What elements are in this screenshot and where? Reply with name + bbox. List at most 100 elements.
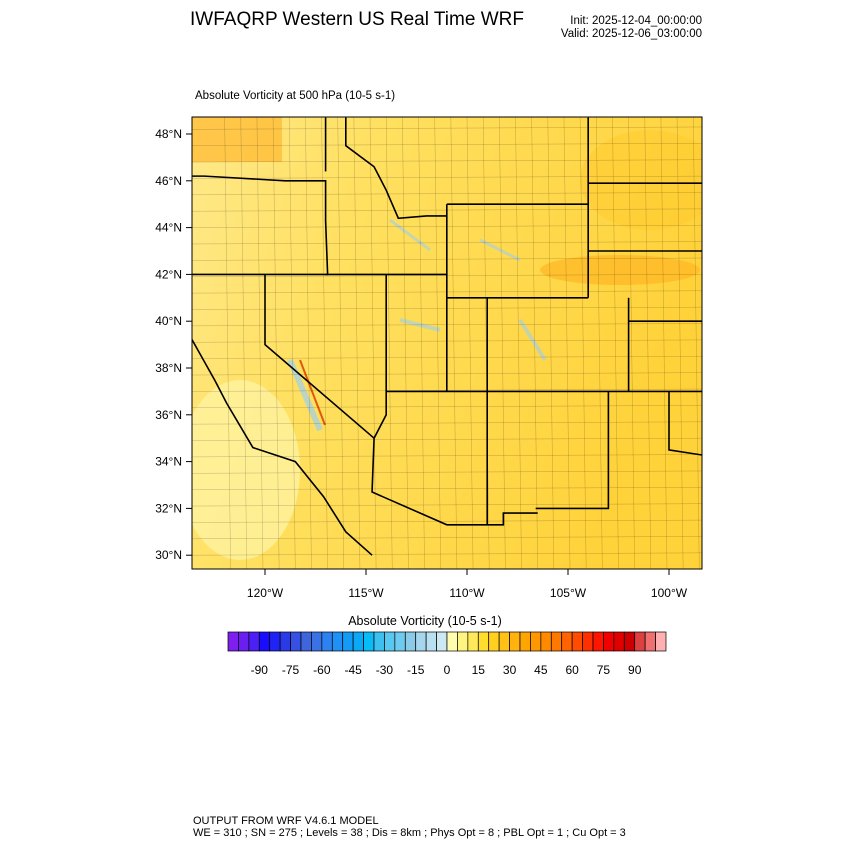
county-line xyxy=(579,117,587,569)
colorbar-label: 75 xyxy=(597,663,611,677)
colorbar-box xyxy=(248,631,260,652)
colorbar-title: Absolute Vorticity (10-5 s-1) xyxy=(348,614,502,628)
county-line xyxy=(386,117,393,569)
county-line xyxy=(272,117,280,569)
colorbar-box xyxy=(342,631,354,652)
colorbar-box xyxy=(415,631,427,652)
county-line xyxy=(192,438,702,441)
county-line xyxy=(192,536,702,539)
model-info-line2: WE = 310 ; SN = 275 ; Levels = 38 ; Dis … xyxy=(193,827,626,839)
county-line xyxy=(192,503,702,507)
state-border xyxy=(371,274,538,526)
county-line xyxy=(353,117,361,569)
colorbar-box xyxy=(519,631,531,652)
map-frame xyxy=(191,116,703,570)
colorbar-box xyxy=(300,631,312,652)
county-line xyxy=(450,117,458,569)
lat-label: 30°N xyxy=(155,548,182,562)
county-line xyxy=(192,175,702,179)
vorticity-field xyxy=(192,117,715,569)
colorbar-box xyxy=(571,631,583,652)
colorbar-label: 90 xyxy=(628,663,642,677)
county-line xyxy=(337,117,344,569)
lat-label: 42°N xyxy=(155,267,182,281)
county-line xyxy=(192,339,702,343)
lon-label: 110°W xyxy=(449,586,485,600)
county-line xyxy=(192,290,702,294)
county-line xyxy=(192,552,702,556)
county-line xyxy=(192,274,702,277)
colorbar-box xyxy=(363,631,375,652)
colorbar-box xyxy=(644,631,656,652)
county-line xyxy=(612,117,619,569)
valid-time: Valid: 2025-12-06_03:00:00 xyxy=(560,28,702,40)
colorbar-box xyxy=(550,631,563,652)
county-line xyxy=(289,117,296,569)
colorbar-label: 60 xyxy=(565,663,579,677)
lat-label: 44°N xyxy=(155,221,182,235)
colorbar-box xyxy=(592,631,604,652)
county-line xyxy=(305,117,312,569)
county-line xyxy=(693,117,700,569)
colorbar-box xyxy=(279,631,291,652)
state-border xyxy=(344,117,447,220)
colorbar-box xyxy=(623,631,636,652)
county-line xyxy=(192,126,702,130)
colorbar-box xyxy=(467,631,479,652)
colorbar-label: -45 xyxy=(344,663,362,677)
county-line xyxy=(644,117,651,569)
county-line xyxy=(709,117,715,569)
county-line xyxy=(192,454,702,458)
colorbar-label: 0 xyxy=(444,663,451,677)
county-line xyxy=(192,241,702,245)
colorbar-box xyxy=(530,631,542,652)
county-line xyxy=(192,356,702,359)
county-line xyxy=(192,405,702,408)
lat-label: 40°N xyxy=(155,314,182,328)
county-line xyxy=(628,117,635,569)
county-line xyxy=(192,519,702,523)
init-time: Init: 2025-12-04_00:00:00 xyxy=(570,15,702,27)
colorbar-box xyxy=(311,631,323,652)
county-line xyxy=(434,117,441,569)
county-line xyxy=(418,117,425,569)
colorbar-box xyxy=(488,631,500,652)
county-line xyxy=(192,143,702,146)
colorbar-box xyxy=(269,631,281,652)
colorbar-box xyxy=(404,631,417,652)
state-border xyxy=(668,391,702,456)
colorbar-label: 45 xyxy=(534,663,548,677)
model-info-line1: OUTPUT FROM WRF V4.6.1 MODEL xyxy=(193,815,379,827)
county-line xyxy=(321,117,328,569)
colorbar-box xyxy=(227,631,239,652)
field-subtitle: Absolute Vorticity at 500 hPa (10-5 s-1) xyxy=(195,90,396,102)
colorbar-box xyxy=(321,631,333,652)
colorbar-box xyxy=(655,631,667,652)
county-line xyxy=(192,323,702,327)
colorbar-label: -30 xyxy=(376,663,394,677)
colorbar-box xyxy=(561,631,573,652)
lat-label: 38°N xyxy=(155,361,182,375)
county-line xyxy=(369,117,377,569)
lon-label: 115°W xyxy=(348,586,384,600)
colorbar-box xyxy=(290,631,302,652)
colorbar-box xyxy=(634,631,646,652)
county-line xyxy=(676,117,684,569)
colorbar-box xyxy=(352,631,364,652)
colorbar-box xyxy=(498,631,510,652)
county-line xyxy=(192,159,702,163)
lat-label: 46°N xyxy=(155,174,182,188)
lat-label: 48°N xyxy=(155,127,182,141)
plot-title: IWFAQRP Western US Real Time WRF xyxy=(190,9,524,30)
colorbar-box xyxy=(477,631,490,652)
county-line xyxy=(402,117,409,569)
state-border xyxy=(535,391,610,510)
county-line xyxy=(192,388,702,392)
county-line xyxy=(192,225,702,228)
county-line xyxy=(515,117,522,569)
colorbar-label: -75 xyxy=(282,663,300,677)
colorbar-box xyxy=(258,631,271,652)
colorbar-box xyxy=(238,631,250,652)
